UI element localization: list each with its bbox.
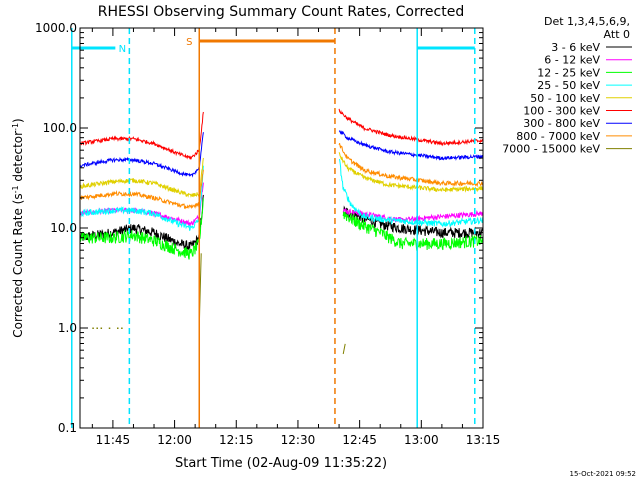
series-8 [79, 143, 484, 210]
series-9-line-2 [342, 343, 346, 355]
legend-header-line1: Det 1,3,4,5,6,9, [544, 15, 630, 28]
series-1 [79, 194, 484, 251]
series-6 [79, 108, 483, 160]
x-tick-label: 12:00 [157, 433, 192, 447]
series-4-line-2 [339, 159, 484, 228]
y-tick-label: 1000.0 [35, 21, 77, 35]
legend-item-2-label: 6 - 12 keV [544, 54, 600, 67]
chart-title: RHESSI Observing Summary Count Rates, Co… [98, 4, 464, 20]
legend-item-1-label: 3 - 6 keV [551, 41, 600, 54]
series-3-line-1 [79, 198, 204, 260]
axes-layer: 0.1 1.0 10.0 100.0 1000.0 11:45 12:00 12:15 12:3… [35, 21, 500, 447]
legend-item-6-label: 100 - 300 keV [523, 105, 600, 118]
legend-item-4-label: 25 - 50 keV [537, 79, 600, 92]
series-9-point [121, 327, 123, 329]
legend-item-5-label: 50 - 100 keV [530, 92, 600, 105]
x-tick-label: 12:30 [281, 433, 316, 447]
series-2-line-2 [342, 208, 484, 223]
y-tick-label: 10.0 [50, 221, 77, 235]
legend-item-7-label: 300 - 800 keV [523, 117, 600, 130]
x-tick-label: 12:45 [342, 433, 377, 447]
series-3-line-2 [342, 211, 484, 251]
series-5-line-1 [79, 157, 204, 198]
series-1-line-2 [342, 205, 484, 239]
series-8-line-1 [79, 169, 204, 210]
series-7-line-1 [79, 132, 204, 178]
series-9-point [100, 327, 103, 329]
series-3 [79, 198, 484, 260]
x-tick-label: 13:00 [404, 433, 439, 447]
footer-date: 15-Oct-2021 09:52 [570, 470, 636, 478]
series-layer [79, 108, 484, 355]
events-layer: NS [71, 28, 476, 428]
x-tick-label: 12:15 [219, 433, 254, 447]
series-9-point [92, 327, 94, 329]
flag-label-1: N [119, 44, 126, 55]
y-tick-label: 100.0 [43, 121, 77, 135]
series-5 [79, 152, 484, 198]
y-tick-label: 1.0 [58, 321, 77, 335]
series-6-line-1 [79, 111, 204, 160]
flag-label-2: S [186, 37, 192, 48]
x-tick-label: 13:15 [466, 433, 501, 447]
x-axis-label: Start Time (02-Aug-09 11:35:22) [175, 456, 387, 471]
series-8-line-2 [338, 143, 484, 188]
series-7-line-2 [338, 129, 484, 161]
x-tick-label: 11:45 [96, 433, 131, 447]
series-1-line-1 [79, 194, 204, 251]
plot-area [80, 28, 483, 428]
series-5-line-2 [338, 152, 484, 193]
series-9-point [96, 327, 98, 329]
series-6-line-2 [338, 108, 483, 147]
series-7 [79, 129, 484, 178]
series-9-point [117, 327, 119, 329]
legend-item-9-label: 7000 - 15000 keV [502, 143, 600, 156]
legend-header-line2: Att 0 [604, 28, 630, 41]
series-4-line-1 [79, 165, 204, 232]
series-4 [79, 159, 484, 232]
legend-item-8-label: 800 - 7000 keV [516, 130, 600, 143]
legend-item-3-label: 12 - 25 keV [537, 66, 600, 79]
y-axis-label: Corrected Count Rate (s-1 detector-1) [11, 118, 25, 337]
series-9-point [108, 327, 111, 329]
y-tick-label: 0.1 [58, 421, 77, 435]
